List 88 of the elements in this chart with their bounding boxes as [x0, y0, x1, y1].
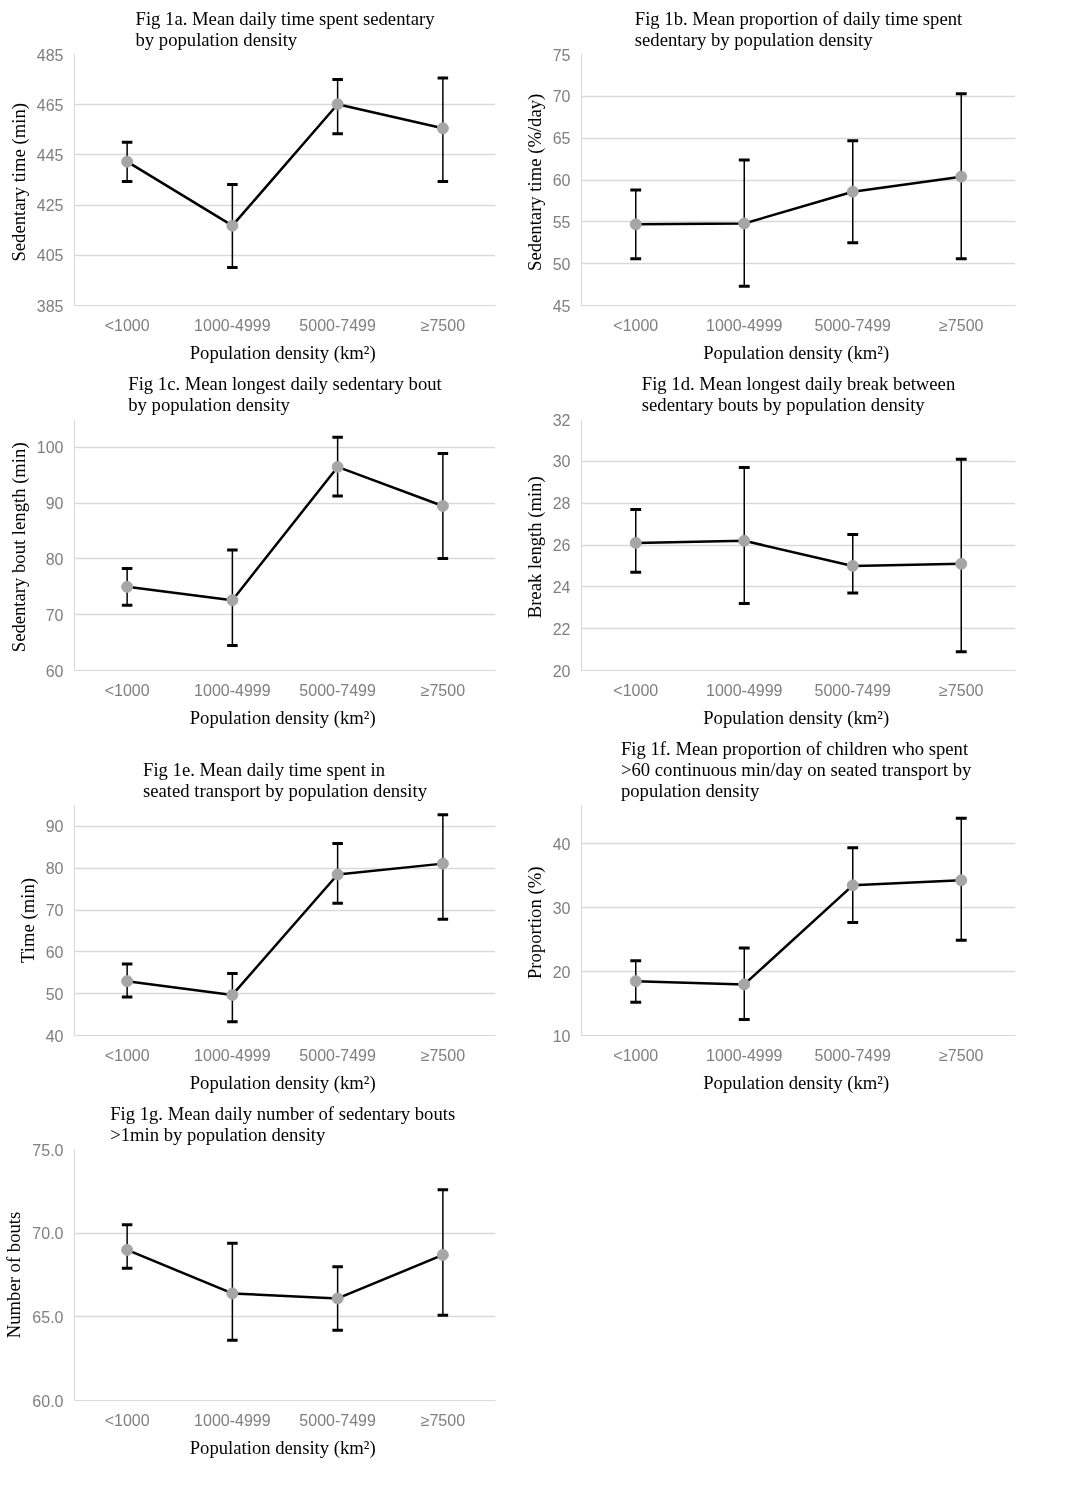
- x-tick-label: 1000-4999: [705, 316, 783, 334]
- x-tick-label: ≥7500: [939, 1046, 984, 1064]
- x-tick-label: ≥7500: [420, 681, 466, 699]
- x-axis-title: Population density (km²): [189, 341, 376, 364]
- y-tick-label: 65.0: [32, 1308, 64, 1326]
- y-axis-title: Number of bouts: [3, 1211, 25, 1339]
- y-tick-label: 60: [45, 662, 64, 680]
- x-axis-title: Population density (km²): [189, 1071, 376, 1094]
- x-tick-label: 5000-7499: [299, 681, 376, 699]
- y-axis-title: Proportion (%): [523, 866, 546, 980]
- x-axis-title: Population density (km²): [703, 706, 890, 729]
- y-tick-label: 425: [36, 197, 64, 215]
- chart-title: Fig 1b. Mean proportion of daily time spent sedentary by population density: [634, 7, 964, 50]
- x-tick-label: 5000-7499: [299, 1046, 376, 1064]
- x-axis-title: Population density (km²): [703, 341, 890, 364]
- y-tick-label: 60: [45, 943, 64, 961]
- y-tick-label: 60: [552, 172, 571, 189]
- chart-title: Fig 1d. Mean longest daily break between sedentary bouts by population density: [641, 372, 956, 415]
- y-tick-label: 465: [36, 96, 64, 114]
- y-tick-label: 30: [552, 899, 571, 917]
- y-tick-label: 70: [552, 88, 571, 106]
- x-axis-title: Population density (km²): [703, 1071, 890, 1094]
- y-tick-label: 445: [36, 146, 64, 164]
- y-tick-label: 40: [552, 835, 571, 853]
- x-tick-label: ≥7500: [420, 316, 466, 334]
- y-tick-label: 50: [45, 985, 64, 1003]
- x-tick-label: ≥7500: [939, 681, 984, 699]
- x-tick-label: 1000-4999: [194, 1046, 271, 1064]
- y-axis-title: Time (min): [16, 878, 39, 963]
- x-tick-label: 5000-7499: [299, 316, 376, 334]
- x-tick-label: 5000-7499: [814, 1046, 892, 1064]
- y-tick-label: 32: [552, 411, 571, 429]
- y-tick-label: 90: [45, 818, 64, 836]
- x-axis-title: Population density (km²): [189, 706, 376, 729]
- x-tick-label: 1000-4999: [705, 1046, 783, 1064]
- y-tick-label: 70.0: [32, 1225, 64, 1243]
- chart-title: Fig 1g. Mean daily number of sedentary bouts >1min by population density: [110, 1102, 456, 1145]
- y-axis-title: Sedentary bout length (min): [7, 442, 30, 653]
- x-tick-label: <1000: [613, 681, 659, 699]
- x-tick-label: <1000: [104, 1046, 150, 1064]
- y-tick-label: 75.0: [32, 1141, 64, 1159]
- y-tick-label: 55: [552, 213, 571, 231]
- y-tick-label: 75: [552, 46, 571, 64]
- y-tick-label: 485: [36, 46, 64, 64]
- y-tick-label: 60.0: [32, 1392, 64, 1410]
- y-tick-label: 80: [45, 550, 64, 568]
- x-tick-label: 5000-7499: [299, 1411, 376, 1429]
- y-axis-title: Sedentary time (%/day): [523, 93, 546, 271]
- y-tick-label: 20: [552, 662, 571, 680]
- x-tick-label: <1000: [104, 316, 150, 334]
- x-tick-label: 5000-7499: [814, 681, 892, 699]
- y-tick-label: 45: [552, 297, 571, 315]
- y-tick-label: 65: [552, 130, 571, 148]
- y-tick-label: 22: [552, 620, 571, 638]
- y-axis-title: Sedentary time (min): [7, 103, 30, 262]
- y-tick-label: 90: [45, 495, 64, 513]
- y-tick-label: 50: [552, 255, 571, 273]
- x-tick-label: <1000: [104, 1411, 150, 1429]
- chart-title: Fig 1a. Mean daily time spent sedentary by population density: [135, 7, 436, 50]
- x-tick-label: 1000-4999: [194, 316, 271, 334]
- y-tick-label: 40: [45, 1027, 64, 1045]
- x-tick-label: 1000-4999: [194, 681, 271, 699]
- x-tick-label: 1000-4999: [705, 681, 783, 699]
- chart-title: Fig 1f. Mean proportion of children who spent >60 continuous min/day on seated transport by population density: [620, 737, 973, 801]
- x-tick-label: ≥7500: [939, 316, 984, 334]
- y-axis-title: Break length (min): [523, 476, 546, 619]
- x-tick-label: ≥7500: [420, 1411, 466, 1429]
- y-tick-label: 30: [552, 453, 571, 471]
- y-tick-label: 28: [552, 495, 571, 513]
- x-tick-label: <1000: [613, 316, 659, 334]
- y-tick-label: 405: [36, 247, 64, 265]
- x-tick-label: <1000: [104, 681, 150, 699]
- x-tick-label: <1000: [613, 1046, 659, 1064]
- y-tick-label: 70: [45, 606, 64, 624]
- y-tick-label: 26: [552, 537, 571, 554]
- x-tick-label: 5000-7499: [814, 316, 892, 334]
- y-tick-label: 24: [552, 578, 571, 596]
- x-tick-label: ≥7500: [420, 1046, 466, 1064]
- y-tick-label: 70: [45, 902, 64, 920]
- chart-title: Fig 1e. Mean daily time spent in seated transport by population density: [143, 758, 428, 801]
- x-axis-title: Population density (km²): [189, 1436, 376, 1459]
- y-tick-label: 20: [552, 963, 571, 981]
- y-tick-label: 10: [552, 1027, 571, 1045]
- chart-title: Fig 1c. Mean longest daily sedentary bout by population density: [128, 372, 443, 415]
- x-tick-label: 1000-4999: [194, 1411, 271, 1429]
- y-tick-label: 100: [36, 439, 64, 457]
- y-tick-label: 385: [36, 297, 64, 315]
- y-tick-label: 80: [45, 860, 64, 878]
